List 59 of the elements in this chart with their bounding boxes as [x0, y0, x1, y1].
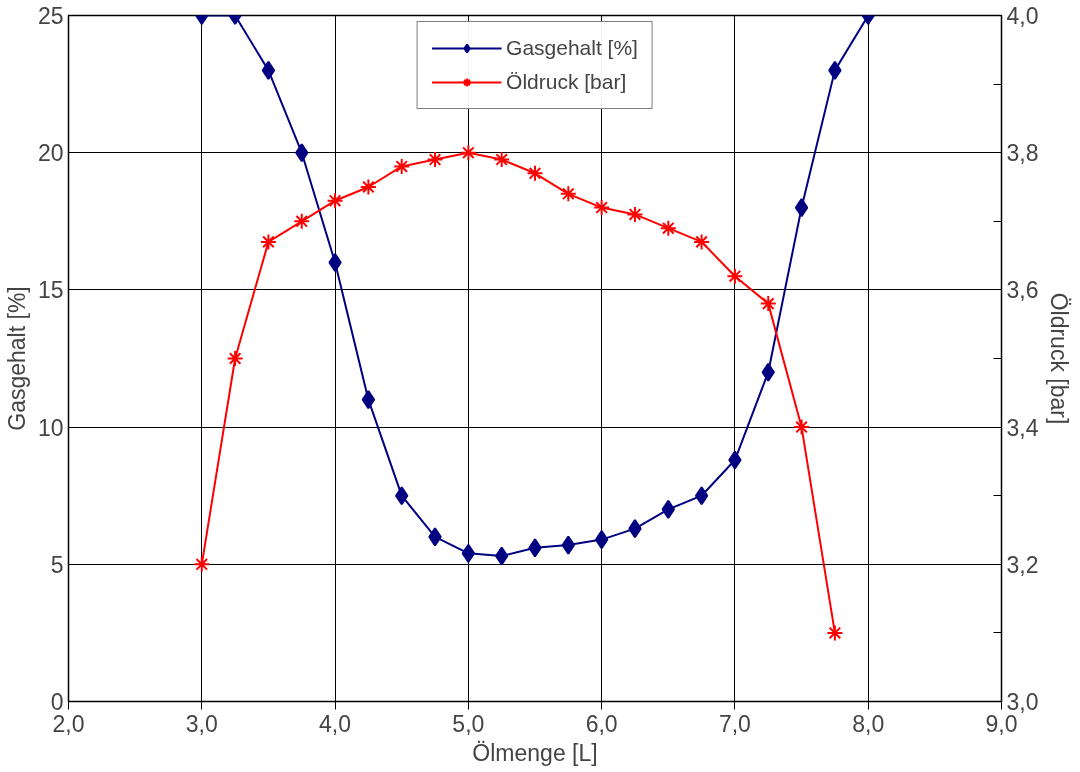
y2-axis-title: Öldruck [bar]	[1046, 292, 1073, 425]
point	[361, 390, 376, 410]
y-axis-title: Gasgehalt [%]	[3, 286, 30, 431]
point	[295, 143, 309, 163]
y-tick-label: 20	[37, 140, 64, 167]
point	[694, 486, 709, 506]
point	[528, 538, 542, 558]
point	[661, 499, 675, 519]
point	[793, 418, 811, 436]
x-tick-label: 7,0	[718, 710, 751, 737]
legend-label: Öldruck [bar]	[506, 70, 627, 94]
point	[226, 350, 244, 367]
point	[559, 185, 577, 203]
point	[628, 519, 642, 539]
point	[593, 199, 611, 217]
y-tick-label: 5	[50, 551, 64, 578]
point	[693, 233, 711, 251]
point	[328, 252, 342, 272]
y-tick-label: 25	[37, 3, 64, 29]
y2-tick-label: 3,6	[1006, 277, 1039, 304]
point	[359, 178, 377, 196]
point	[459, 144, 477, 162]
point	[726, 267, 744, 285]
x-axis-title: Ölmenge [L]	[472, 739, 598, 766]
point	[561, 535, 575, 555]
point	[495, 546, 509, 566]
point	[395, 486, 409, 506]
point	[259, 233, 277, 251]
point	[193, 555, 211, 573]
y2-tick-label: 4,0	[1006, 3, 1039, 29]
x-tick-label: 4,0	[319, 710, 352, 737]
y-tick-label: 10	[37, 414, 64, 441]
point	[461, 543, 476, 563]
point	[626, 205, 644, 223]
point	[426, 151, 444, 169]
point	[393, 157, 411, 175]
point	[728, 450, 742, 470]
point	[326, 192, 344, 210]
point	[493, 151, 511, 169]
point	[659, 219, 677, 237]
point	[759, 295, 777, 313]
legend-label: Gasgehalt [%]	[506, 36, 638, 60]
y2-tick-label: 3,2	[1006, 551, 1039, 578]
y2-tick-label: 3,8	[1006, 140, 1039, 167]
point	[828, 60, 842, 80]
point	[428, 527, 442, 547]
point	[261, 60, 276, 80]
x-tick-label: 8,0	[852, 710, 885, 737]
point	[293, 212, 311, 230]
x-tick-label: 6,0	[585, 710, 618, 737]
point	[526, 164, 544, 182]
point	[794, 198, 809, 218]
point	[594, 530, 609, 550]
y2-tick-label: 3,4	[1006, 414, 1039, 441]
point	[761, 362, 775, 382]
y-tick-label: 15	[37, 277, 64, 304]
point	[826, 624, 844, 642]
x-tick-label: 3,0	[185, 710, 218, 737]
x-tick-label: 5,0	[452, 710, 485, 737]
